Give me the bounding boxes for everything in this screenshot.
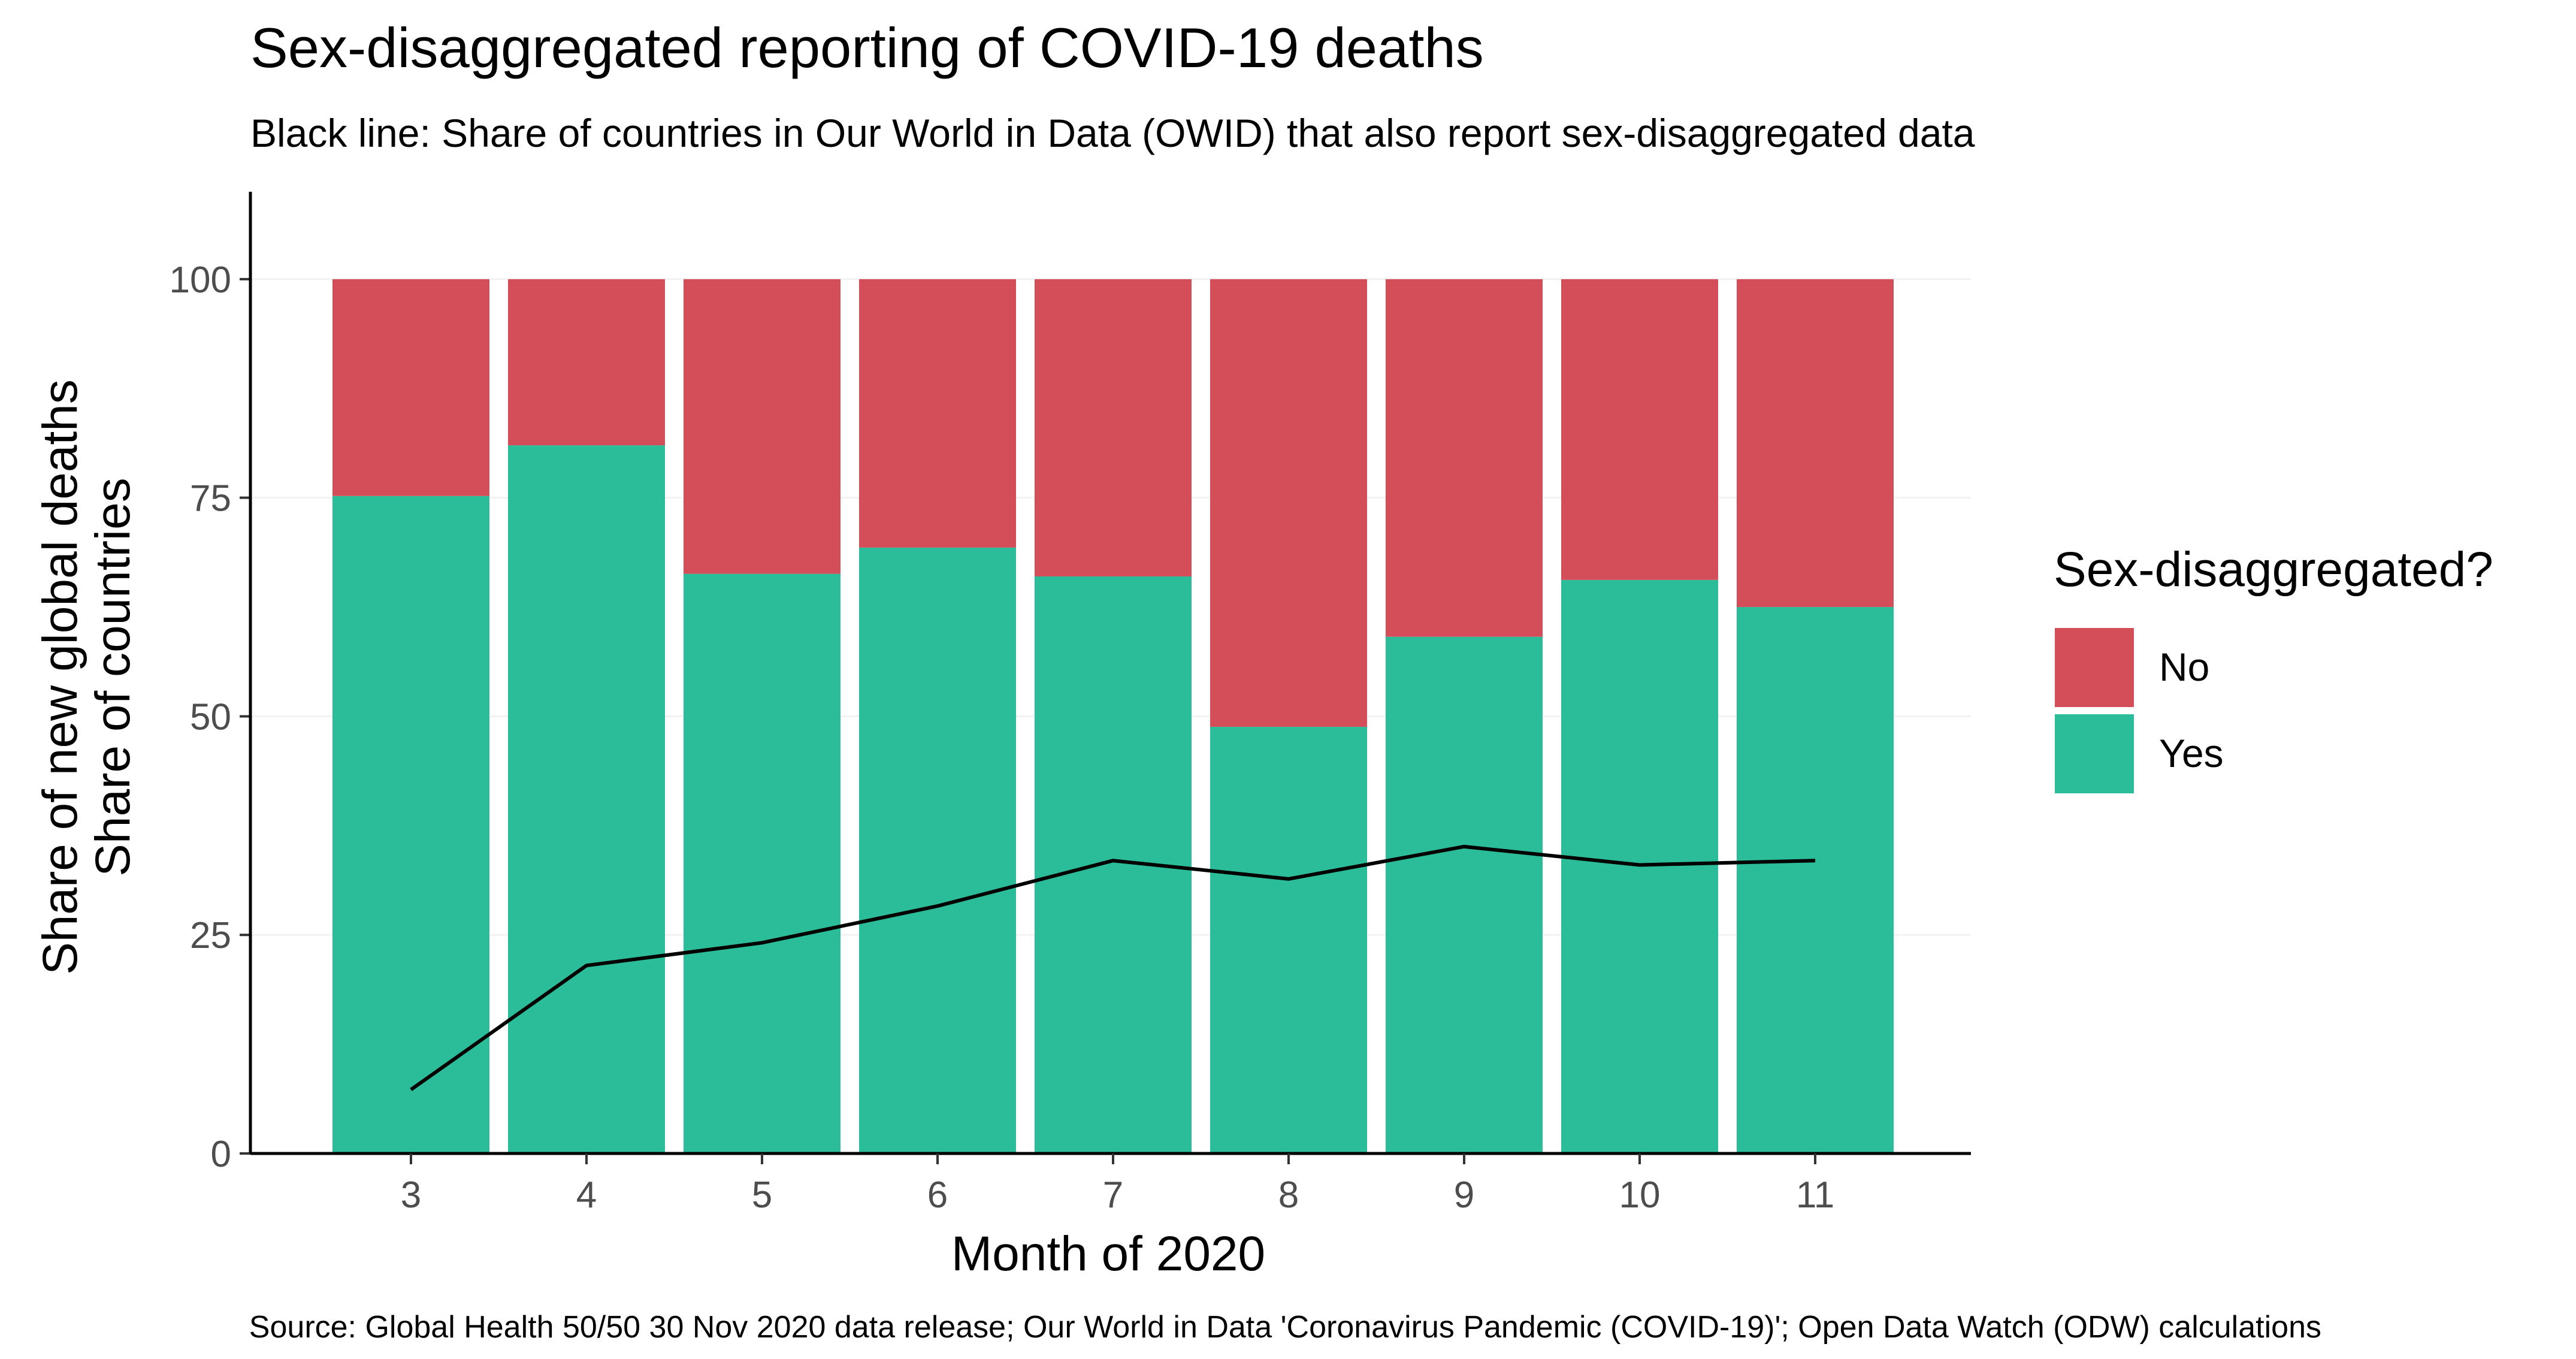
x-tick-label: 11 [1796, 1174, 1834, 1216]
bar-segment-no [1737, 279, 1894, 608]
bar-segment-yes [1386, 636, 1543, 1153]
bar-segment-no [1035, 279, 1192, 576]
bar-segment-no [508, 279, 665, 446]
x-tick-label: 4 [576, 1174, 597, 1216]
y-axis-title-line1: Share of new global deaths [33, 379, 87, 975]
line-series [410, 844, 1816, 1091]
bar-segment-yes [508, 445, 665, 1153]
legend-label-yes: Yes [2159, 731, 2224, 775]
x-tick-label: 6 [927, 1174, 948, 1216]
x-tick-label: 3 [401, 1174, 421, 1216]
axes [240, 192, 1971, 1164]
owid-share-line [410, 844, 1816, 1091]
x-tick-label: 9 [1454, 1174, 1474, 1216]
bar-segment-yes [332, 496, 489, 1153]
legend-label-no: No [2159, 645, 2209, 689]
y-tick-label: 25 [190, 915, 231, 956]
x-tick-label: 7 [1103, 1174, 1123, 1216]
bar-segment-no [684, 279, 840, 574]
y-tick-label: 50 [190, 696, 231, 738]
bar-segment-yes [1210, 726, 1367, 1153]
x-axis-title: Month of 2020 [951, 1227, 1265, 1281]
bar-segment-yes [1737, 607, 1894, 1153]
bar-segment-no [332, 279, 489, 496]
y-tick-labels: 0 25 50 75 100 [170, 259, 231, 1175]
x-tick-labels: 3 4 5 6 7 8 9 10 11 [401, 1174, 1834, 1216]
x-tick-label: 10 [1619, 1174, 1661, 1216]
y-tick-label: 75 [190, 478, 231, 520]
bars [332, 279, 1894, 1153]
legend-title: Sex-disaggregated? [2054, 542, 2493, 597]
bar-segment-yes [859, 547, 1016, 1153]
chart-caption: Source: Global Health 50/50 30 Nov 2020 … [249, 1310, 2321, 1345]
y-axis-title-line2: Share of countries [86, 478, 140, 877]
bar-segment-yes [684, 573, 840, 1153]
x-tick-label: 5 [752, 1174, 772, 1216]
bar-segment-no [1561, 279, 1718, 580]
y-tick-label: 100 [170, 259, 231, 301]
bar-segment-no [1386, 279, 1543, 637]
legend: Sex-disaggregated? No Yes [2052, 542, 2493, 796]
x-tick-label: 8 [1278, 1174, 1299, 1216]
bar-segment-no [859, 279, 1016, 548]
legend-key-no [2052, 626, 2136, 709]
bar-segment-no [1210, 279, 1367, 727]
chart-title: Sex-disaggregated reporting of COVID-19 … [250, 16, 1484, 79]
y-axis-title: Share of new global deaths Share of coun… [33, 379, 140, 975]
legend-key-yes [2052, 712, 2136, 796]
y-tick-label: 0 [211, 1134, 231, 1175]
chart-subtitle: Black line: Share of countries in Our Wo… [250, 111, 1975, 155]
